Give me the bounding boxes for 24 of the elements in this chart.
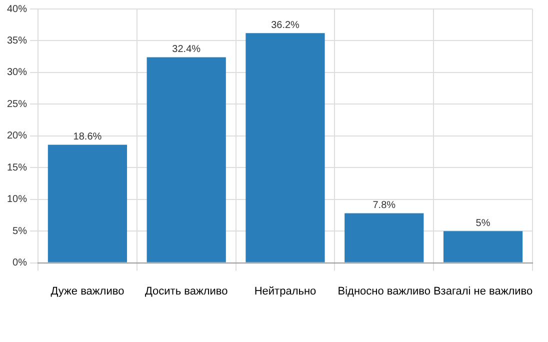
x-tick-label: Досить важливо (144, 285, 228, 298)
y-tick-label: 25% (7, 98, 28, 110)
data-label: 36.2% (271, 20, 300, 31)
x-tick-label: Дуже важливо (50, 285, 124, 298)
x-tick-label: Відносно важливо (338, 285, 431, 298)
bar (246, 33, 325, 262)
y-tick-label: 35% (7, 35, 28, 46)
x-tick-label: Нейтрально (254, 285, 316, 298)
bar (48, 144, 128, 262)
y-tick-label: 15% (7, 162, 28, 174)
y-tick-label: 5% (12, 226, 28, 237)
x-tick-label: Взагалі не важливо (433, 285, 533, 298)
bar (443, 231, 523, 262)
y-tick-label: 30% (7, 67, 28, 78)
y-tick-label: 10% (7, 194, 28, 206)
data-label: 32.4% (172, 44, 201, 55)
data-label: 7.8% (372, 200, 396, 212)
bar (344, 213, 424, 262)
y-tick-label: 20% (7, 130, 28, 142)
bar (146, 57, 226, 262)
y-tick-label: 0% (12, 258, 28, 269)
data-label: 18.6% (73, 132, 102, 143)
y-tick-label: 40% (7, 4, 28, 15)
data-label: 5% (476, 218, 490, 229)
